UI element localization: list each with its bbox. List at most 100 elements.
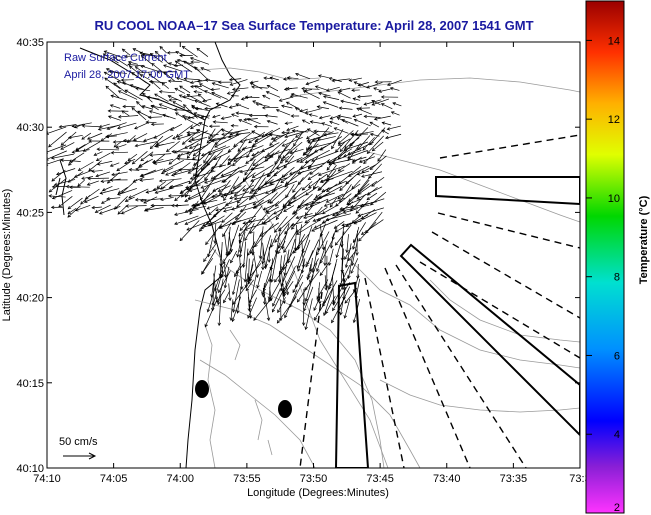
current-vector-head: [304, 287, 308, 291]
current-vector: [287, 77, 299, 80]
current-vector-head: [306, 261, 310, 266]
current-vector-head: [314, 316, 318, 321]
current-vector: [156, 134, 174, 145]
current-vector-head: [242, 221, 247, 225]
current-vector: [254, 199, 271, 209]
current-vector: [223, 258, 227, 278]
current-vector: [267, 192, 278, 204]
current-vector: [174, 162, 191, 175]
current-vector: [66, 186, 90, 188]
current-vector: [364, 115, 381, 118]
current-vector-head: [252, 162, 257, 167]
current-vector-head: [202, 223, 206, 227]
current-vector: [239, 255, 243, 290]
current-vector-head: [104, 77, 108, 81]
current-vector: [113, 56, 129, 67]
current-vector-head: [67, 135, 72, 140]
current-vector-head: [184, 194, 189, 198]
current-vector-head: [248, 113, 253, 118]
current-vector-head: [339, 207, 343, 211]
current-vector-head: [389, 86, 394, 91]
current-vector-head: [112, 56, 117, 60]
current-vector-head: [134, 126, 138, 130]
current-vector-head: [98, 211, 103, 215]
current-vector: [48, 131, 67, 148]
y-tick-label: 40:35: [16, 37, 44, 49]
current-vector-head: [111, 172, 115, 177]
current-vector: [347, 143, 361, 161]
current-vector-head: [174, 112, 179, 116]
current-vector: [95, 204, 111, 213]
current-vector-head: [194, 66, 198, 70]
current-vector: [246, 138, 259, 158]
current-vector: [211, 164, 226, 169]
current-vector-head: [325, 199, 330, 203]
current-vector-head: [270, 136, 275, 141]
current-vector: [52, 185, 67, 188]
current-vector: [135, 168, 148, 171]
current-vector: [239, 166, 265, 173]
current-vector: [339, 177, 354, 191]
current-vector-head: [234, 273, 238, 278]
radar-sectors: [334, 176, 580, 468]
current-vector: [282, 281, 294, 297]
current-vector-head: [117, 115, 122, 119]
current-vector-head: [299, 159, 304, 163]
current-vector-head: [251, 153, 255, 157]
current-vector-head: [321, 246, 325, 251]
current-vector-head: [247, 308, 251, 312]
current-vector-head: [327, 286, 332, 290]
current-vector-head: [377, 158, 381, 162]
current-vector-head: [117, 126, 121, 130]
current-vector: [282, 254, 286, 270]
current-vector: [127, 153, 138, 161]
current-vector-head: [95, 173, 100, 178]
current-vector: [278, 212, 298, 232]
current-vector-head: [283, 87, 288, 91]
current-vector: [141, 168, 164, 177]
current-vector: [313, 296, 321, 311]
current-vector: [191, 130, 208, 141]
current-vector-head: [162, 113, 166, 118]
current-vector-head: [198, 228, 203, 232]
current-vector: [60, 159, 81, 162]
current-vector: [339, 107, 353, 110]
current-vector-head: [169, 127, 174, 131]
current-vector: [240, 135, 263, 143]
current-vector-head: [267, 199, 271, 204]
current-vector: [295, 234, 306, 251]
current-vector-head: [186, 132, 191, 137]
current-vector-head: [155, 144, 160, 148]
current-vector: [149, 110, 170, 118]
current-vector-head: [329, 204, 334, 208]
current-vector-head: [179, 53, 183, 58]
current-vector: [329, 77, 342, 82]
current-vector-head: [323, 262, 327, 267]
colorbar-ticks: 14 12 10 8 6 4 2: [586, 35, 620, 514]
current-vector: [361, 219, 384, 235]
current-vector-head: [84, 196, 89, 200]
current-vector: [133, 133, 148, 141]
current-vector-head: [233, 196, 238, 201]
current-vector-head: [149, 145, 154, 150]
current-vector: [143, 135, 158, 142]
current-vector-head: [228, 297, 232, 302]
current-vector: [324, 197, 345, 207]
current-vector-head: [344, 145, 348, 149]
current-vector-head: [262, 287, 267, 292]
current-vector: [323, 286, 330, 304]
current-vector: [190, 123, 200, 130]
current-vector-head: [358, 159, 363, 163]
current-vector-head: [230, 124, 235, 128]
current-vector: [306, 79, 320, 85]
current-vector: [211, 192, 230, 198]
current-vector: [77, 179, 85, 187]
current-vector-head: [186, 187, 191, 191]
current-vector-head: [150, 122, 155, 127]
current-vector-head: [160, 197, 164, 202]
current-vector: [183, 60, 200, 72]
current-vector: [224, 233, 228, 257]
current-vector: [206, 207, 224, 225]
current-vector: [213, 273, 218, 300]
current-vector: [212, 184, 227, 192]
